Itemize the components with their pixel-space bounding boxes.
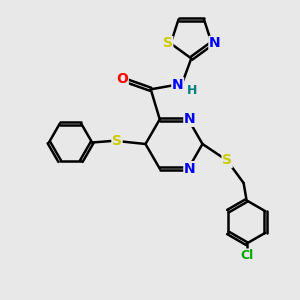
Text: N: N (184, 112, 196, 126)
Text: H: H (187, 84, 197, 97)
Text: N: N (209, 37, 220, 50)
Text: N: N (172, 78, 184, 92)
Text: S: S (163, 37, 173, 50)
Text: S: S (112, 134, 122, 148)
Text: S: S (222, 154, 232, 167)
Text: O: O (116, 72, 128, 86)
Text: Cl: Cl (240, 249, 253, 262)
Text: N: N (184, 162, 196, 176)
